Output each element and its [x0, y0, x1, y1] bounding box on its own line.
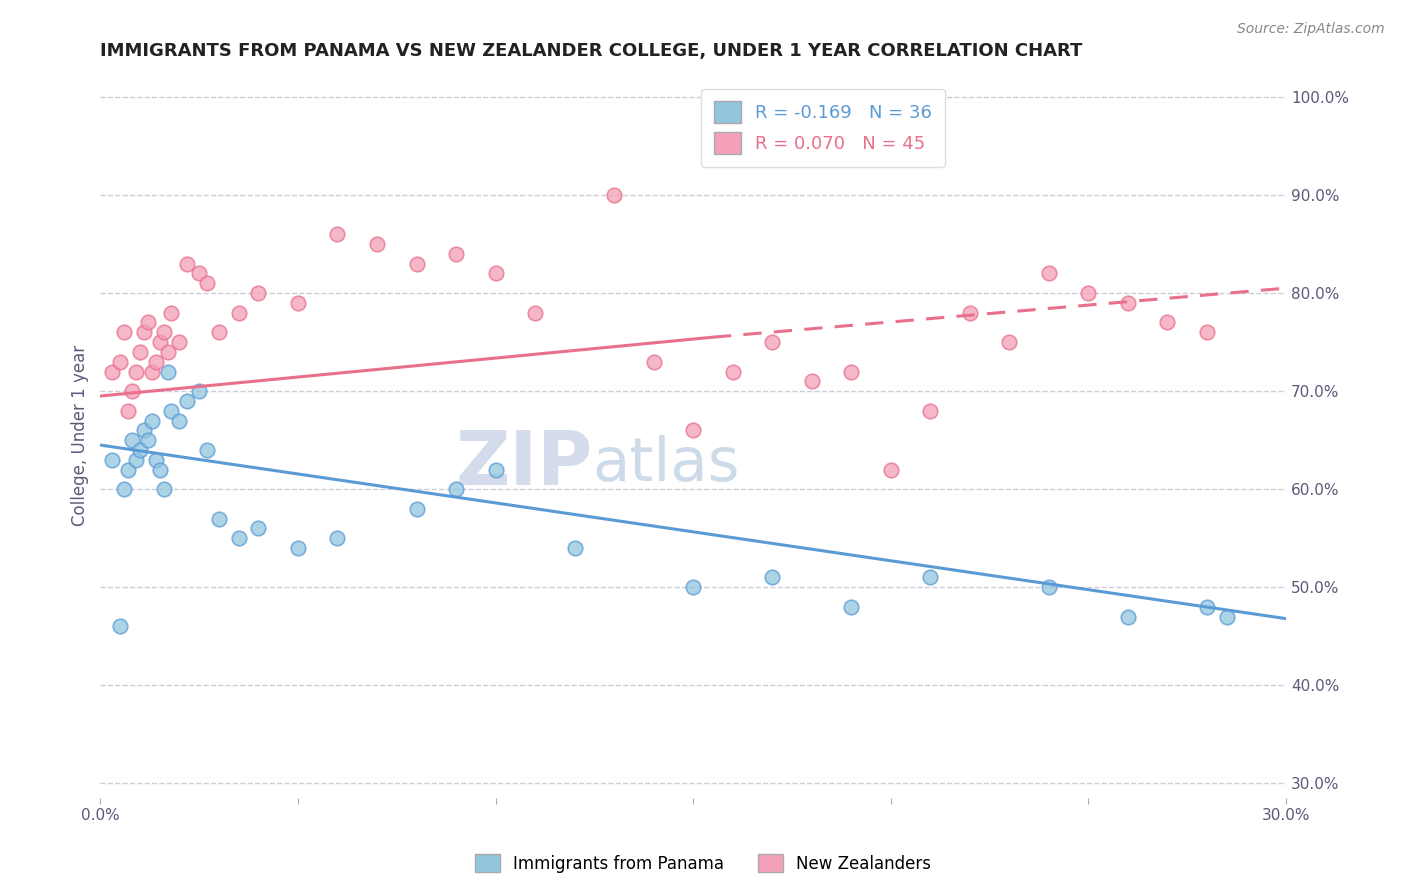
- Point: [108, 354, 131, 368]
- Point: [920, 403, 942, 417]
- Point: [839, 364, 862, 378]
- Point: [444, 482, 467, 496]
- Point: [132, 423, 155, 437]
- Point: [1195, 599, 1218, 614]
- Point: [121, 433, 143, 447]
- Point: [176, 393, 198, 408]
- Point: [125, 364, 148, 378]
- Point: [136, 433, 159, 447]
- Point: [247, 286, 270, 301]
- Point: [1215, 609, 1237, 624]
- Point: [125, 452, 148, 467]
- Text: ZIP: ZIP: [456, 428, 592, 500]
- Y-axis label: College, Under 1 year: College, Under 1 year: [72, 344, 89, 525]
- Point: [145, 354, 167, 368]
- Point: [1116, 609, 1139, 624]
- Legend: R = -0.169   N = 36, R = 0.070   N = 45: R = -0.169 N = 36, R = 0.070 N = 45: [702, 88, 945, 167]
- Point: [152, 326, 174, 340]
- Point: [1077, 286, 1099, 301]
- Point: [160, 306, 183, 320]
- Point: [228, 531, 250, 545]
- Point: [121, 384, 143, 398]
- Point: [959, 306, 981, 320]
- Point: [326, 531, 349, 545]
- Point: [643, 354, 665, 368]
- Point: [160, 403, 183, 417]
- Point: [1195, 326, 1218, 340]
- Point: [366, 237, 388, 252]
- Point: [405, 501, 427, 516]
- Point: [682, 423, 704, 437]
- Point: [228, 306, 250, 320]
- Point: [1038, 580, 1060, 594]
- Point: [152, 482, 174, 496]
- Point: [287, 541, 309, 555]
- Point: [101, 364, 124, 378]
- Point: [761, 570, 783, 584]
- Point: [101, 452, 124, 467]
- Text: atlas: atlas: [592, 434, 740, 494]
- Point: [247, 521, 270, 535]
- Point: [1156, 316, 1178, 330]
- Point: [176, 257, 198, 271]
- Point: [117, 403, 139, 417]
- Legend: Immigrants from Panama, New Zealanders: Immigrants from Panama, New Zealanders: [468, 847, 938, 880]
- Point: [721, 364, 744, 378]
- Point: [603, 188, 626, 202]
- Point: [524, 306, 547, 320]
- Point: [208, 511, 231, 525]
- Point: [484, 267, 506, 281]
- Point: [188, 267, 211, 281]
- Point: [145, 452, 167, 467]
- Point: [839, 599, 862, 614]
- Point: [287, 296, 309, 310]
- Point: [169, 335, 191, 350]
- Point: [405, 257, 427, 271]
- Point: [326, 227, 349, 242]
- Point: [149, 335, 172, 350]
- Point: [444, 247, 467, 261]
- Point: [1038, 267, 1060, 281]
- Point: [108, 619, 131, 633]
- Point: [682, 580, 704, 594]
- Point: [880, 462, 903, 476]
- Text: IMMIGRANTS FROM PANAMA VS NEW ZEALANDER COLLEGE, UNDER 1 YEAR CORRELATION CHART: IMMIGRANTS FROM PANAMA VS NEW ZEALANDER …: [100, 42, 1083, 60]
- Point: [141, 413, 163, 427]
- Point: [117, 462, 139, 476]
- Point: [132, 326, 155, 340]
- Point: [169, 413, 191, 427]
- Point: [761, 335, 783, 350]
- Point: [208, 326, 231, 340]
- Point: [195, 442, 218, 457]
- Point: [112, 482, 135, 496]
- Point: [156, 364, 179, 378]
- Point: [149, 462, 172, 476]
- Text: Source: ZipAtlas.com: Source: ZipAtlas.com: [1237, 22, 1385, 37]
- Point: [800, 374, 823, 388]
- Point: [188, 384, 211, 398]
- Point: [112, 326, 135, 340]
- Point: [136, 316, 159, 330]
- Point: [195, 277, 218, 291]
- Point: [998, 335, 1021, 350]
- Point: [128, 442, 150, 457]
- Point: [156, 345, 179, 359]
- Point: [141, 364, 163, 378]
- Point: [564, 541, 586, 555]
- Point: [1116, 296, 1139, 310]
- Point: [484, 462, 506, 476]
- Point: [128, 345, 150, 359]
- Point: [920, 570, 942, 584]
